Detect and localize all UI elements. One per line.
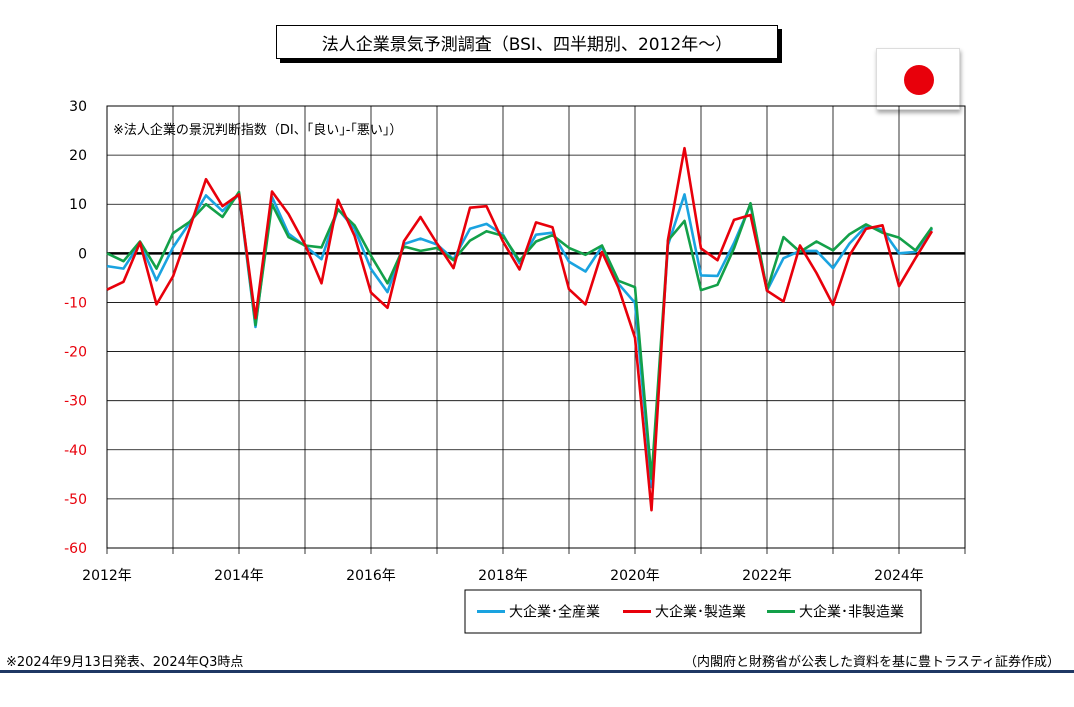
chart-title: 法人企業景気予測調査（BSI、四半期別、2012年～） (276, 25, 778, 59)
y-tick-labels: 30 20 10 0 -10 -20 -30 -40 -50 -60 (64, 99, 87, 557)
y-tick-label: 10 (69, 197, 87, 213)
x-tick-label: 2018年 (478, 568, 528, 584)
y-tick-label: -10 (64, 295, 87, 311)
x-tick-label: 2014年 (214, 568, 264, 584)
y-tick-label: 0 (78, 246, 87, 262)
legend-label-0: 大企業･全産業 (509, 604, 600, 621)
series-lines (106, 146, 934, 512)
x-tick-label: 2012年 (82, 568, 132, 584)
x-tick-labels: 2012年 2014年 2016年 2018年 2020年 2022年 2024年 (82, 568, 924, 584)
legend-box (464, 589, 922, 634)
legend-label-1: 大企業･製造業 (655, 604, 746, 621)
grid-lines (106, 105, 966, 554)
bottom-divider (0, 670, 1074, 673)
y-tick-label: 30 (69, 99, 87, 115)
x-tick-label: 2016年 (346, 568, 396, 584)
footnote-source: （内閣府と財務省が公表した資料を基に豊トラスティ証券作成） (684, 655, 1060, 670)
x-tick-label: 2022年 (742, 568, 792, 584)
x-tick-label: 2024年 (874, 568, 924, 584)
x-tick-label: 2020年 (610, 568, 660, 584)
series-line-1 (106, 146, 934, 512)
y-tick-label: 20 (69, 148, 87, 164)
y-tick-label: -40 (64, 443, 87, 459)
japan-flag-icon (876, 48, 960, 110)
chart-annotation: ※法人企業の景況判断指数（DI、｢良い｣-｢悪い｣） (113, 122, 402, 138)
footnote-release-date: ※2024年9月13日発表、2024年Q3時点 (6, 655, 244, 670)
y-tick-label: -50 (64, 492, 87, 508)
legend-label-2: 大企業･非製造業 (799, 604, 904, 621)
legend: 大企業･全産業 大企業･製造業 大企業･非製造業 (464, 589, 922, 634)
plot-border (106, 105, 966, 549)
series-line-2 (106, 190, 934, 481)
series-line-0 (106, 193, 934, 489)
y-tick-label: -60 (64, 541, 87, 557)
y-tick-label: -30 (64, 394, 87, 410)
flag-sun-circle (904, 65, 934, 95)
y-tick-label: -20 (64, 345, 87, 361)
